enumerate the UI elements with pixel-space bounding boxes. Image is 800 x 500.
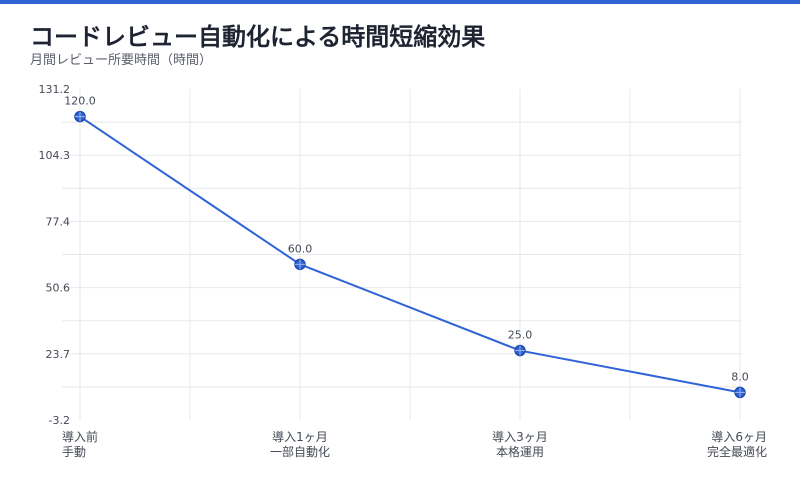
data-label: 120.0 (64, 95, 96, 108)
x-tick-label: 完全最適化 (707, 444, 767, 459)
x-tick-label: 導入前 (62, 429, 98, 444)
y-tick-label: 131.2 (39, 83, 71, 96)
chart-title: コードレビュー自動化による時間短縮効果 (30, 23, 486, 51)
y-tick-label: 23.7 (46, 348, 71, 361)
top-accent-bar (0, 0, 800, 4)
y-tick-label: 104.3 (39, 149, 71, 162)
x-tick-label: 一部自動化 (270, 444, 330, 459)
data-label: 25.0 (508, 329, 533, 342)
y-tick-label: 50.6 (46, 282, 71, 295)
x-tick-label: 本格運用 (496, 444, 544, 459)
x-tick-label: 導入6ヶ月 (711, 430, 767, 444)
y-tick-label: -3.2 (49, 414, 70, 427)
data-label-layer: 120.0 60.0 25.0 8.0 (64, 95, 749, 384)
y-tick-label: 77.4 (46, 215, 71, 228)
grid-layer (62, 89, 742, 420)
series-layer (74, 110, 746, 399)
y-axis-ticks: 131.2 104.3 77.4 50.6 23.7 -3.2 (39, 83, 71, 427)
x-tick-label: 導入3ヶ月 (492, 430, 548, 444)
chart-subtitle: 月間レビュー所要時間（時間） (30, 53, 213, 68)
x-tick-label: 導入1ヶ月 (272, 430, 328, 444)
series-line (79, 115, 741, 394)
data-label: 60.0 (288, 242, 313, 255)
x-tick-label: 手動 (62, 445, 86, 459)
data-label: 8.0 (731, 370, 749, 383)
